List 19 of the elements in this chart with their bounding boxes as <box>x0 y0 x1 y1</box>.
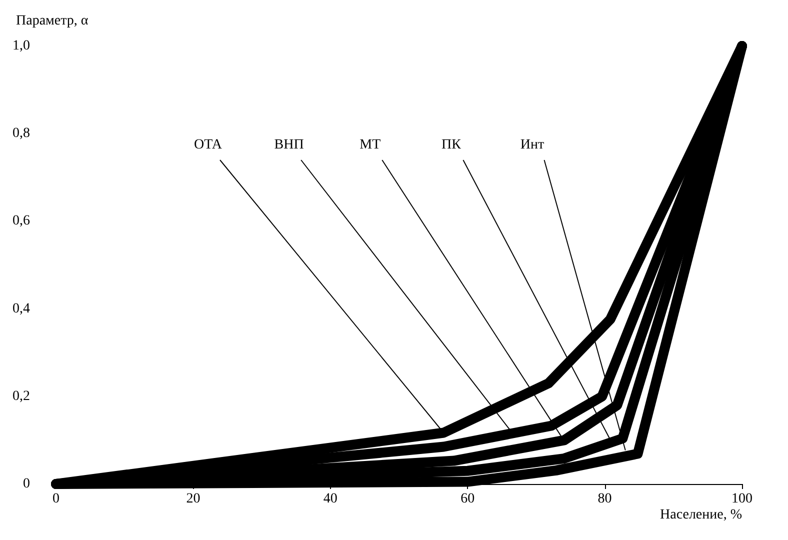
y-tick-label: 0 <box>23 476 30 492</box>
y-tick-label: 1,0 <box>12 38 30 54</box>
annotation: ПК <box>441 138 462 152</box>
y-tick-label: 0,2 <box>12 388 30 404</box>
x-tick-label: 80 <box>598 492 612 506</box>
x-tick-label: 0 <box>52 492 60 506</box>
annotation: ОТА <box>194 138 223 152</box>
y-tick-label: 0,6 <box>12 214 30 229</box>
annotation: ВНП <box>274 138 304 152</box>
x-axis-title: Население, % <box>660 508 742 522</box>
x-tick-label: 100 <box>732 492 752 506</box>
annotation: МТ <box>360 138 382 152</box>
y-axis-title: Параметр, α <box>16 14 89 28</box>
y-tick-label: 0,4 <box>12 301 30 316</box>
x-tick-label: 60 <box>460 492 475 506</box>
y-tick-label: 0,8 <box>12 126 30 142</box>
annotation: Инт <box>520 138 544 152</box>
x-tick-label: 40 <box>323 492 338 506</box>
x-tick-label: 20 <box>186 492 200 506</box>
